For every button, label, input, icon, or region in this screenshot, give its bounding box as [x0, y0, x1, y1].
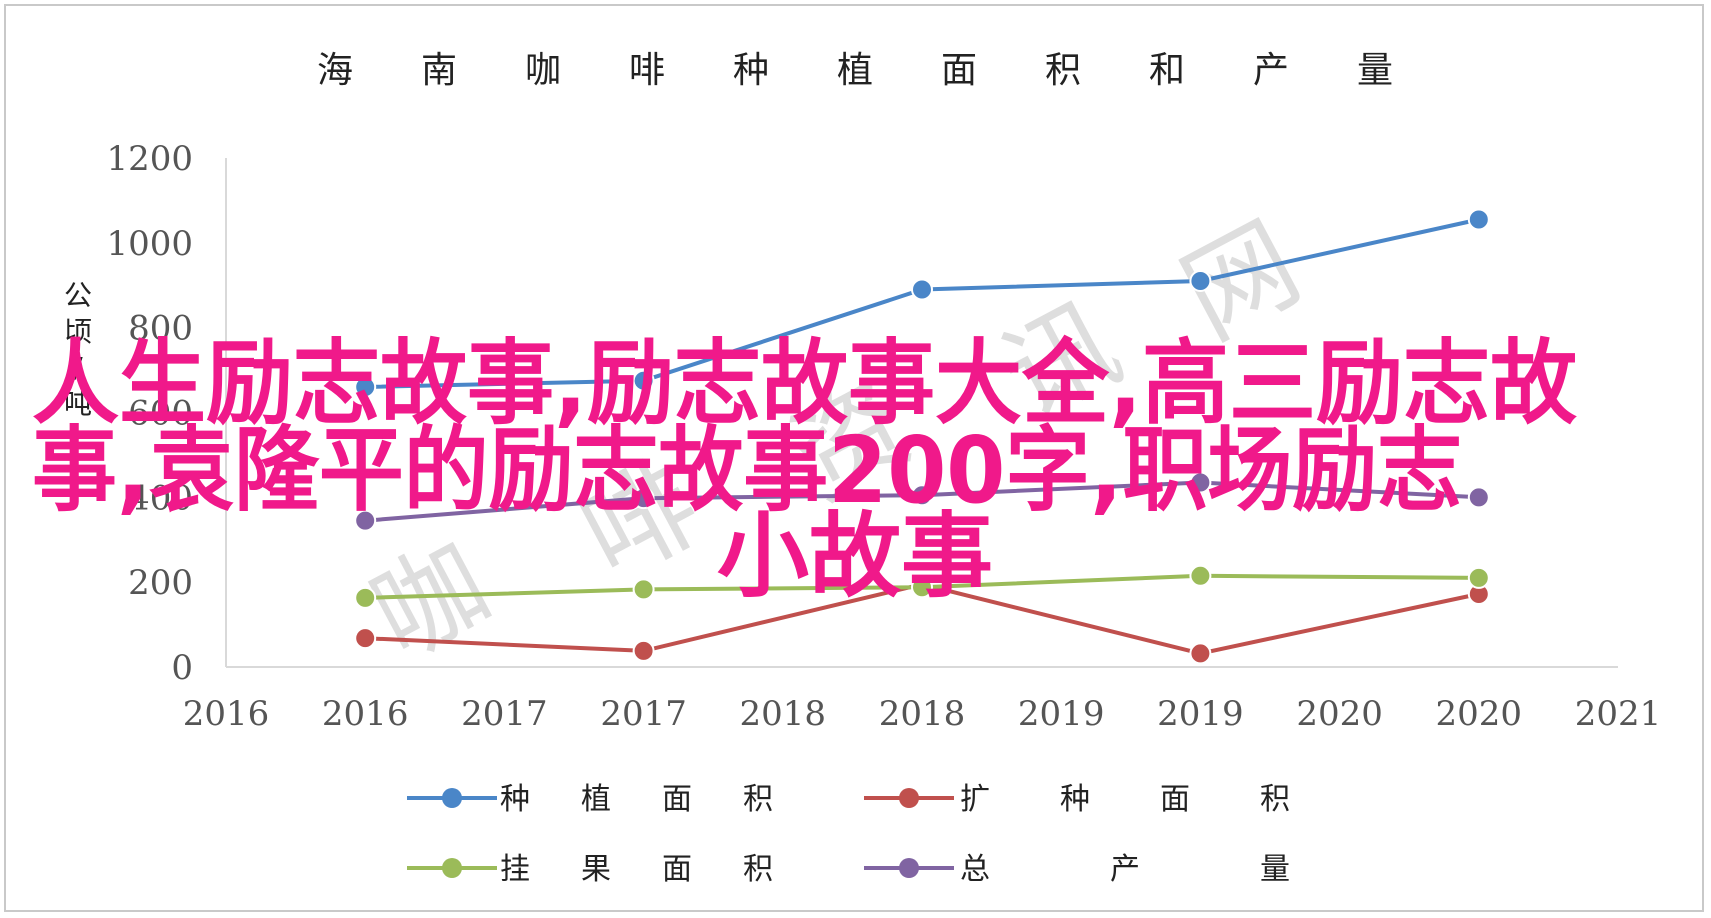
data-point: [911, 484, 933, 507]
chart-title: 海南咖啡种植面积和产量: [317, 50, 1393, 91]
legend: 种植面积 扩种面积挂果面积 总产量: [407, 782, 1290, 887]
data-point: [1189, 564, 1212, 587]
y-axis-ticks: 0 200 400 600 800 1000 1200: [106, 139, 193, 688]
data-point: [911, 278, 933, 301]
y-tick-label: 600: [128, 394, 193, 434]
data-point: [354, 586, 377, 609]
data-point: [632, 369, 655, 392]
x-tick-label: 2021: [1575, 694, 1662, 734]
data-point: [1467, 208, 1490, 231]
legend-label: 扩种面积: [960, 782, 1290, 817]
y-axis-label-char: 吨: [64, 387, 92, 420]
y-tick-label: 1000: [106, 224, 193, 264]
y-axis-label: 公顷/吨: [64, 279, 92, 420]
x-tick-label: 2016: [322, 694, 409, 734]
data-point: [354, 509, 377, 532]
y-axis-label-char: /: [73, 351, 83, 384]
x-tick-label: 2020: [1296, 694, 1383, 734]
legend-label: 挂果面积: [500, 852, 773, 887]
overlay-line-2: 事,袁隆平的励志故事200字,职场励志: [32, 417, 1462, 524]
y-tick-label: 0: [171, 648, 193, 688]
x-tick-label: 2017: [600, 694, 687, 734]
x-axis-ticks: 2016 2016 2017 2017 2018 2018 2019 2019 2020 2020…: [183, 694, 1662, 734]
y-axis-label-char: 公: [64, 279, 92, 312]
data-point: [1189, 270, 1212, 293]
y-tick-label: 200: [128, 563, 193, 603]
x-tick-label: 2018: [879, 694, 966, 734]
overlay-line-1: 人生励志故事,励志故事大全,高三励志故: [32, 330, 1577, 437]
data-point: [911, 576, 933, 599]
x-tick-label: 2019: [1018, 694, 1105, 734]
data-point: [1189, 471, 1212, 494]
legend-swatch-marker: [442, 858, 462, 878]
legend-swatch-marker: [442, 788, 462, 808]
x-tick-label: 2020: [1436, 694, 1523, 734]
data-point: [632, 487, 655, 510]
legend-label: 种植面积: [500, 782, 773, 817]
x-tick-label: 2017: [461, 694, 548, 734]
data-point: [354, 376, 377, 399]
y-tick-label: 800: [128, 309, 193, 349]
data-point: [632, 639, 655, 662]
overlay-line-3: 小故事: [717, 503, 993, 610]
y-tick-label: 400: [128, 478, 193, 518]
data-point: [1467, 486, 1490, 509]
legend-swatch-marker: [899, 788, 919, 808]
y-tick-label: 1200: [106, 139, 193, 179]
legend-label: 总产量: [960, 852, 1290, 887]
overlay-caption: 人生励志故事,励志故事大全,高三励志故事,袁隆平的励志故事200字,职场励志小故…: [32, 330, 1577, 610]
x-tick-label: 2016: [183, 694, 270, 734]
data-point: [354, 627, 377, 650]
data-point: [1467, 566, 1490, 589]
chart-frame: [4, 4, 1704, 912]
data-point: [1189, 642, 1212, 665]
x-tick-label: 2019: [1157, 694, 1244, 734]
data-point: [632, 578, 655, 601]
x-tick-label: 2018: [740, 694, 827, 734]
legend-swatch-marker: [899, 858, 919, 878]
series-group: [354, 208, 1490, 665]
y-axis-label-char: 顷: [64, 315, 92, 348]
